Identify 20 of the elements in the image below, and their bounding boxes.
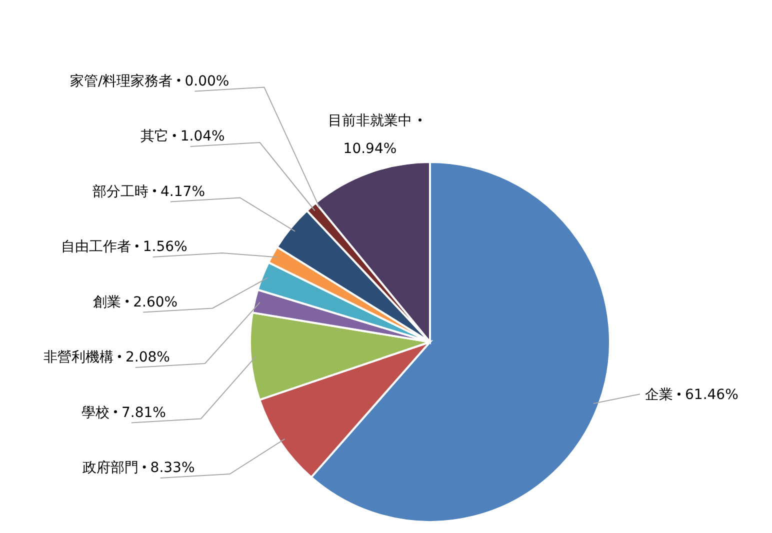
slice-label: 政府部門 [82,460,138,476]
slice-label: 非營利機構 [43,350,114,366]
slice-label: 企業 [645,387,673,404]
slice-label: 目前非就業中 [328,113,412,129]
data-label: 2.60% [133,294,178,310]
slice-label: 部分工時 [92,184,149,200]
slice-label: 自由工作者 [60,239,131,255]
data-label: 2.08% [125,350,170,366]
data-label: 1.04% [180,128,225,144]
text: 0.00% [184,73,230,90]
slice-label: 其它 [140,128,168,144]
data-label: 61.46% [685,387,738,404]
data-label: 8.33% [150,460,195,476]
slice-label: 創業 [93,294,122,310]
data-label: 7.81% [121,404,166,421]
data-label: 4.17% [160,184,206,200]
data-label: 10.94% [343,141,397,157]
data-label: 1.56% [142,239,188,255]
legend-label: 家管/料理家務者 [70,73,173,90]
slice-label: 學校 [81,404,110,421]
